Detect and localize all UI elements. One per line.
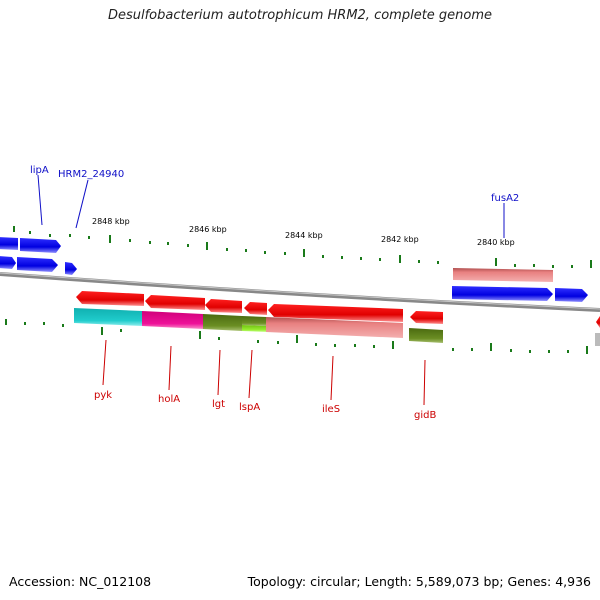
gene-label-pyk[interactable]: pyk — [94, 390, 112, 401]
outer-ticks — [13, 226, 592, 268]
forward-genes-left[interactable] — [0, 237, 77, 275]
tick-label-2846: 2846 kbp — [189, 225, 227, 234]
gene-label-lspA[interactable]: lspA — [239, 402, 260, 413]
gene-label-lipA[interactable]: lipA — [30, 165, 49, 176]
reverse-genes[interactable] — [76, 291, 600, 328]
tick-label-2844: 2844 kbp — [285, 231, 323, 240]
top-label-leaders — [37, 174, 505, 238]
gene-label-lgt[interactable]: lgt — [212, 399, 225, 410]
gene-label-holA[interactable]: holA — [158, 394, 180, 405]
tick-label-2848: 2848 kbp — [92, 217, 130, 226]
bottom-label-leaders — [102, 339, 426, 406]
forward-genes-right[interactable] — [452, 286, 588, 302]
gene-label-ileS[interactable]: ileS — [322, 404, 340, 415]
genome-backbone — [0, 272, 600, 312]
genome-summary-text: Topology: circular; Length: 5,589,073 bp… — [247, 574, 591, 589]
tick-label-2840: 2840 kbp — [477, 238, 515, 247]
inner-ticks — [5, 319, 588, 354]
gene-label-gidB[interactable]: gidB — [414, 410, 436, 421]
pink-gene-top[interactable] — [453, 268, 553, 282]
tick-label-2842: 2842 kbp — [381, 235, 419, 244]
gene-label-fusA2[interactable]: fusA2 — [491, 193, 519, 204]
map-title: Desulfobacterium autotrophicum HRM2, com… — [107, 8, 493, 23]
accession-text: Accession: NC_012108 — [9, 574, 152, 589]
gene-label-HRM2-24940[interactable]: HRM2_24940 — [58, 169, 124, 180]
feature-bars[interactable] — [74, 308, 600, 346]
